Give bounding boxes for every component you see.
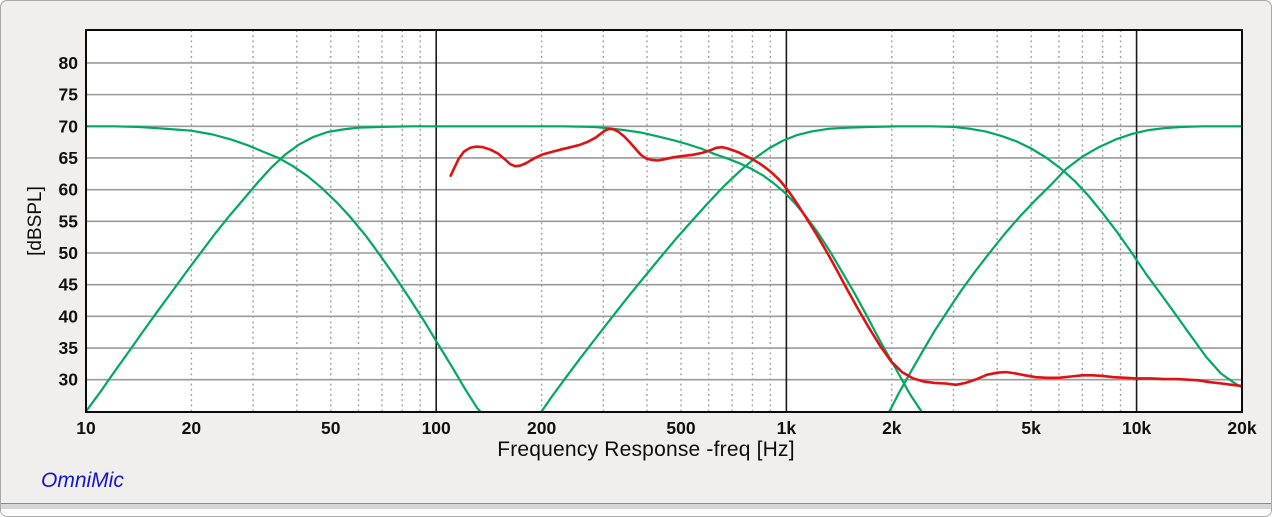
x-tick-label: 10k bbox=[1122, 418, 1151, 438]
series-low-mid-band-filter bbox=[86, 125, 923, 412]
y-tick-label: 80 bbox=[59, 53, 79, 73]
series-high-band-filter bbox=[888, 125, 1242, 412]
bottom-panel-edge bbox=[1, 509, 1271, 516]
x-tick-labels: 10 20 50 100 200 500 1k 2k 5k 10k 20k bbox=[76, 418, 1257, 438]
y-tick-label: 60 bbox=[59, 180, 79, 200]
decade-marker-lines bbox=[435, 30, 1138, 412]
y-tick-label: 40 bbox=[59, 306, 79, 326]
y-tick-label: 35 bbox=[59, 338, 79, 358]
x-tick-label: 10 bbox=[76, 418, 96, 438]
vertical-gridlines bbox=[190, 30, 1122, 412]
y-tick-labels: 30 35 40 45 50 55 60 65 70 75 80 bbox=[59, 53, 79, 390]
plot-border bbox=[85, 29, 1243, 413]
x-tick-label: 5k bbox=[1021, 418, 1041, 438]
series-high-mid-band-filter bbox=[540, 125, 1242, 412]
x-tick-label: 500 bbox=[666, 418, 695, 438]
series-measured-response bbox=[449, 127, 1242, 388]
omnimic-brand-label: OmniMic bbox=[41, 469, 124, 492]
y-tick-label: 70 bbox=[59, 116, 79, 136]
y-tick-label: 75 bbox=[59, 85, 79, 105]
x-tick-label: 2k bbox=[882, 418, 902, 438]
x-tick-label: 20k bbox=[1227, 418, 1256, 438]
series-curves bbox=[86, 125, 1242, 412]
x-tick-label: 20 bbox=[182, 418, 202, 438]
x-tick-label: 100 bbox=[422, 418, 451, 438]
y-tick-label: 30 bbox=[59, 370, 79, 390]
y-tick-label: 50 bbox=[59, 243, 79, 263]
y-tick-label: 45 bbox=[59, 275, 79, 295]
x-tick-label: 1k bbox=[777, 418, 797, 438]
series-low-band-filter bbox=[86, 125, 482, 412]
y-tick-label: 65 bbox=[59, 148, 79, 168]
x-tick-label: 50 bbox=[321, 418, 341, 438]
x-tick-label: 200 bbox=[527, 418, 556, 438]
y-tick-label: 55 bbox=[59, 211, 79, 231]
x-axis-title: Frequency Response -freq [Hz] bbox=[497, 438, 795, 461]
y-axis-title: [dBSPL] bbox=[25, 186, 46, 256]
